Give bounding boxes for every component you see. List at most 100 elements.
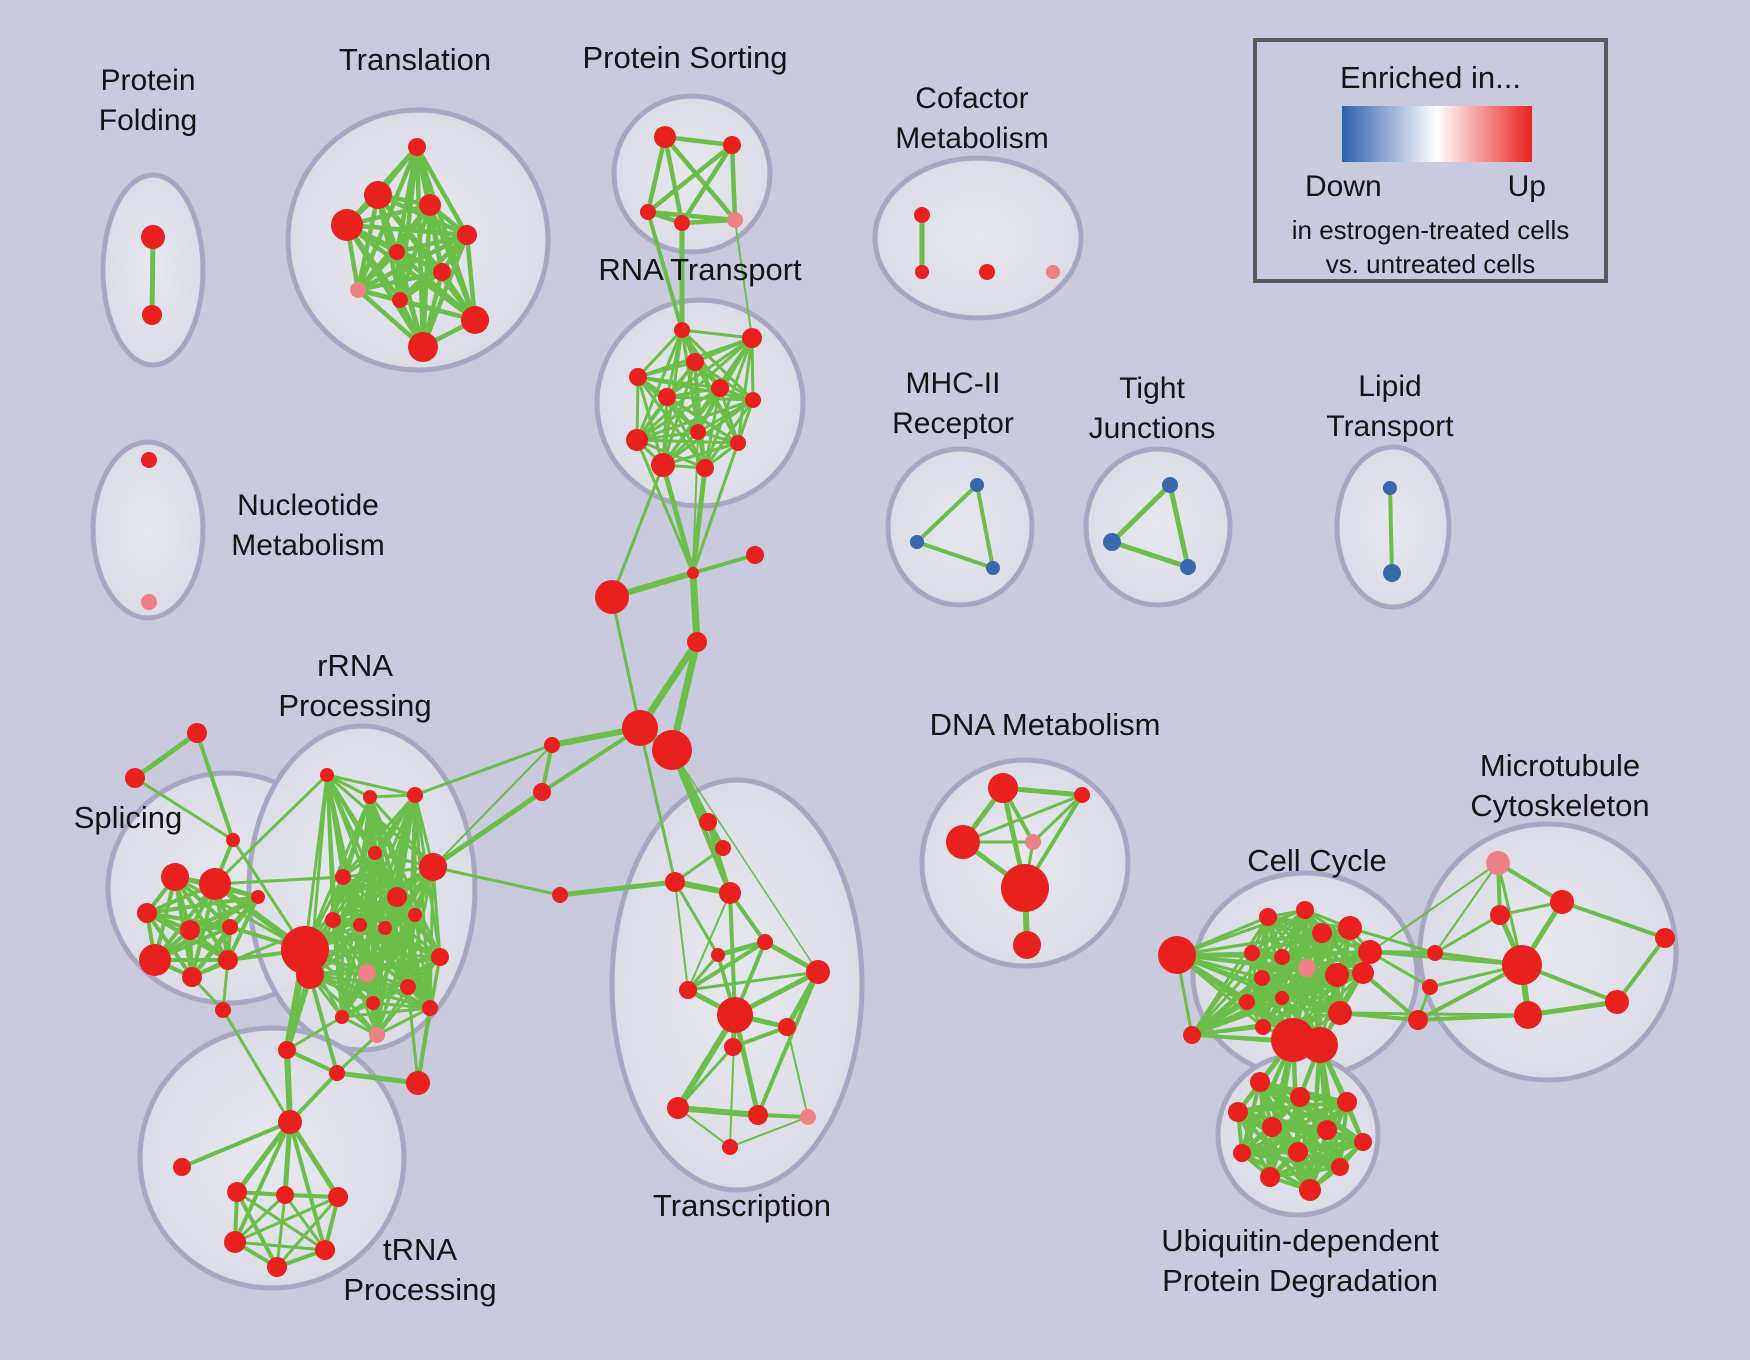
- network-edge: [636, 360, 697, 379]
- network-edge: [233, 1240, 327, 1252]
- gene-set-node: [1317, 1120, 1337, 1140]
- gene-set-node: [696, 459, 714, 477]
- gene-set-node: [1550, 890, 1574, 914]
- gene-set-node: [180, 920, 200, 940]
- gene-set-node: [745, 392, 761, 408]
- network-edge: [1434, 862, 1499, 954]
- network-edge: [394, 249, 426, 350]
- network-edge: [686, 940, 767, 992]
- network-edge: [636, 375, 707, 470]
- gene-set-node: [640, 204, 656, 220]
- network-edge: [355, 232, 470, 293]
- network-edge: [661, 398, 755, 467]
- network-edge: [679, 142, 735, 226]
- gene-set-node: [1299, 1179, 1321, 1201]
- gene-set-node: [748, 1105, 768, 1125]
- gene-set-node: [699, 813, 717, 831]
- network-edge: [308, 973, 339, 1075]
- network-edge: [283, 1193, 327, 1252]
- network-edge: [325, 773, 372, 799]
- gene-set-node: [544, 737, 560, 753]
- gene-set-node: [1605, 990, 1629, 1014]
- network-edge: [334, 1070, 421, 1086]
- network-edge: [1361, 971, 1420, 1022]
- gene-set-node: [1352, 962, 1374, 984]
- network-edge: [1560, 900, 1667, 940]
- network-edge: [645, 142, 735, 215]
- network-edge: [731, 1025, 789, 1049]
- network-edge: [341, 793, 417, 879]
- gene-set-node: [320, 768, 334, 782]
- network-edge: [406, 985, 420, 1085]
- network-edge: [691, 441, 740, 575]
- network-edge: [275, 1195, 340, 1269]
- cluster-ellipse-lt: [1334, 444, 1452, 610]
- network-edge: [284, 1047, 293, 1125]
- cluster-label-cc: Cell Cycle: [1247, 843, 1387, 878]
- network-edge: [371, 913, 417, 1005]
- network-edge: [636, 375, 755, 402]
- gene-set-node: [674, 215, 690, 231]
- gene-set-node: [335, 1010, 349, 1024]
- cluster-ellipse-tc: [609, 777, 865, 1193]
- network-edge: [674, 881, 689, 991]
- network-edge: [355, 249, 400, 293]
- gene-set-node: [407, 787, 423, 803]
- cluster-label-nm: Nucleotide Metabolism: [231, 489, 384, 562]
- network-edge: [660, 462, 696, 576]
- gene-set-node: [687, 567, 699, 579]
- gene-set-node: [1074, 787, 1090, 803]
- network-edge: [282, 1119, 293, 1198]
- cluster-label-tn: tRNA Processing: [343, 1232, 496, 1307]
- network-edge: [180, 1120, 292, 1169]
- network-edge: [915, 540, 995, 570]
- gene-set-node: [419, 853, 447, 881]
- gene-set-node: [267, 1257, 287, 1277]
- legend-subtitle-line1: in estrogen-treated cells: [1291, 215, 1570, 245]
- network-edge: [703, 336, 754, 470]
- network-edge: [662, 134, 735, 148]
- network-edge: [1615, 936, 1667, 1004]
- network-edge: [1307, 1042, 1323, 1193]
- network-edge: [1109, 539, 1191, 570]
- gene-set-node-pink: [141, 594, 157, 610]
- network-edge: [325, 773, 417, 797]
- legend-axis-labels: Down Up: [1257, 170, 1604, 204]
- network-edge: [646, 210, 684, 332]
- network-edge: [1317, 1042, 1343, 1170]
- gene-set-node: [1338, 916, 1362, 940]
- network-edge: [406, 913, 417, 989]
- gene-set-node: [711, 948, 725, 962]
- network-edge: [226, 895, 260, 962]
- gene-set-node: [778, 1018, 796, 1036]
- network-edge: [195, 731, 235, 842]
- gene-set-node: [389, 244, 405, 260]
- network-edge: [341, 865, 435, 879]
- cluster-ellipse-cf: [872, 155, 1084, 321]
- network-edge: [233, 1120, 292, 1244]
- network-edge: [635, 398, 755, 442]
- legend-down-label: Down: [1305, 170, 1382, 203]
- network-edge: [689, 569, 701, 646]
- gene-set-node-blue: [1383, 481, 1397, 495]
- gene-set-node-blue: [1180, 559, 1196, 575]
- cluster-label-pf: Protein Folding: [99, 64, 197, 137]
- network-edge: [675, 1105, 761, 1118]
- gene-set-node: [328, 1187, 348, 1207]
- gene-set-node: [331, 209, 363, 241]
- network-edge: [915, 483, 979, 544]
- network-edge: [1109, 482, 1173, 545]
- cluster-label-tc: Transcription: [653, 1188, 831, 1223]
- legend-gradient-bar: [1342, 106, 1532, 162]
- gene-set-node: [1302, 1027, 1338, 1063]
- network-edge: [756, 970, 820, 1117]
- gene-set-node: [1239, 994, 1255, 1010]
- network-edge: [635, 328, 684, 442]
- gene-set-node: [408, 138, 426, 156]
- gene-set-node-blue: [986, 561, 1000, 575]
- gene-set-node: [946, 825, 980, 859]
- gene-set-node: [1358, 940, 1382, 964]
- network-edge: [1433, 913, 1502, 955]
- gene-set-node: [914, 207, 930, 223]
- network-edge: [661, 441, 740, 467]
